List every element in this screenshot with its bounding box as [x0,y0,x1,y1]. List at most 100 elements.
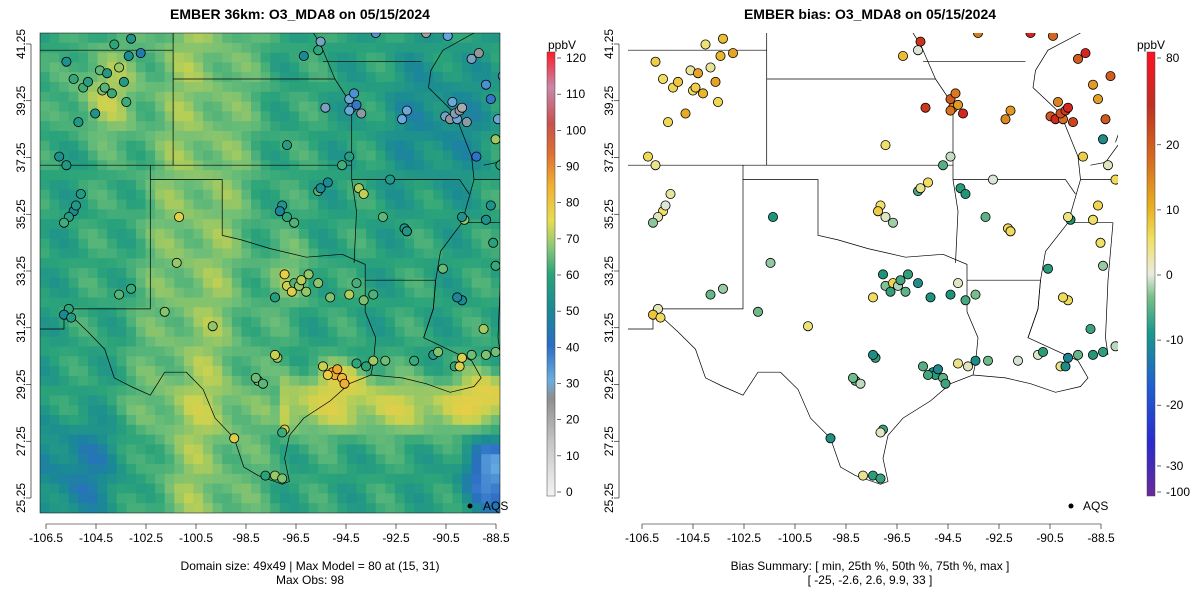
bias-marker [1103,160,1114,171]
observation-marker [109,39,120,50]
left-y-tick-label: 39.25 [14,85,28,115]
right-x-tick-label: -102.5 [727,531,761,545]
bias-marker [1123,132,1132,141]
observation-marker [515,132,524,141]
bias-marker [1063,352,1074,363]
observation-marker [322,177,333,188]
observation-marker [368,289,379,300]
bias-marker [1043,263,1054,274]
colorbar-tick-label: 20 [566,413,580,427]
colorbar-tick-label: 60 [566,268,580,282]
left-footer-line1: Domain size: 49x49 | Max Model = 80 at (… [180,559,440,573]
left-x-tick-label: -96.5 [282,531,310,545]
bias-marker [705,62,716,73]
bias-marker [953,358,964,369]
left-legend: AQS [467,499,508,513]
colorbar-tick-label: 110 [566,87,585,101]
right-x-tick-label: -88.5 [1087,531,1115,545]
bias-marker [1085,323,1096,334]
observation-marker [488,237,499,248]
observation-marker [123,51,134,62]
right-y-tick-label: 41.25 [602,29,616,59]
right-legend-label: AQS [1083,499,1108,513]
bias-marker [940,378,951,389]
observation-marker [260,470,271,481]
observation-marker [358,188,369,199]
bias-marker [988,174,999,185]
observation-marker [421,33,432,38]
bias-marker [1073,53,1084,64]
observation-marker [351,278,362,289]
bias-marker [665,188,676,199]
observation-marker [356,108,367,119]
observation-marker [480,214,491,225]
left-x-tick-label: -102.5 [129,531,163,545]
left-footer-line2: Max Obs: 98 [275,573,345,587]
bias-marker [923,369,934,380]
observation-marker [250,372,261,383]
bias-marker [700,39,711,50]
left-y-tick-label: 35.25 [14,199,28,229]
bias-marker [1005,105,1016,116]
observation-marker [59,217,70,228]
bias-marker [768,211,779,222]
bias-marker [698,88,709,99]
observation-marker [269,349,280,360]
observation-marker [466,53,477,64]
observation-marker [332,364,343,375]
left-colorbar: ppbV 0 10 20 30 40 50 60 70 80 90 100 110 120 [546,38,586,499]
right-axes: -106.5 -104.5 -102.5 -100.5 -98.5 -96.5 -94.5 -… [602,29,1115,545]
observation-marker [286,286,297,297]
observation-marker [409,355,420,366]
bias-marker [660,200,671,211]
observation-marker [344,151,355,162]
observation-marker [274,206,285,217]
observation-marker [495,160,500,171]
bias-marker [868,349,879,360]
bias-marker [1053,97,1064,108]
right-footer-line1: Bias Summary: [ min, 25th %, 50th %, 75t… [730,559,1010,573]
bias-marker [858,470,869,481]
observation-marker [90,108,101,119]
observation-marker [61,56,72,67]
bias-marker [655,312,666,323]
bias-marker [1025,33,1036,38]
bias-marker [1105,71,1116,82]
observation-marker [118,76,129,87]
colorbar-tick-label: 80 [1166,51,1180,65]
observation-marker [313,45,324,56]
bias-marker [715,51,726,62]
bias-marker [1100,114,1111,125]
bias-marker [963,361,974,372]
left-colorbar-unit: ppbV [548,38,576,52]
observation-marker [73,117,84,128]
left-panel-title: EMBER 36km: O3_MDA8 on 05/15/2024 [170,6,430,22]
observation-marker [75,188,86,199]
bias-marker [650,56,661,67]
observation-marker [135,48,146,59]
left-y-tick-label: 41.25 [14,29,28,59]
observation-marker [99,82,110,93]
right-y-tick-label: 37.25 [602,142,616,172]
colorbar-tick-label: 70 [566,232,580,246]
left-x-tick-label: -104.5 [79,531,113,545]
colorbar-tick-label: -30 [1166,459,1184,473]
observation-marker [281,211,292,222]
bias-marker [710,76,721,87]
observation-marker [66,312,77,323]
bias-marker [753,306,764,317]
observation-marker [296,275,307,286]
observation-marker [54,151,65,162]
bias-marker [915,36,926,47]
observation-marker [478,323,489,334]
bias-marker [1095,237,1106,248]
bias-marker [803,321,814,332]
bias-marker [1110,174,1118,185]
observation-marker [361,361,372,372]
observation-marker [503,175,512,184]
observation-marker [315,36,326,47]
right-panel-title: EMBER bias: O3_MDA8 on 05/15/2024 [743,6,997,22]
observation-marker [289,217,300,228]
observation-marker [480,349,491,360]
bias-marker [885,286,896,297]
